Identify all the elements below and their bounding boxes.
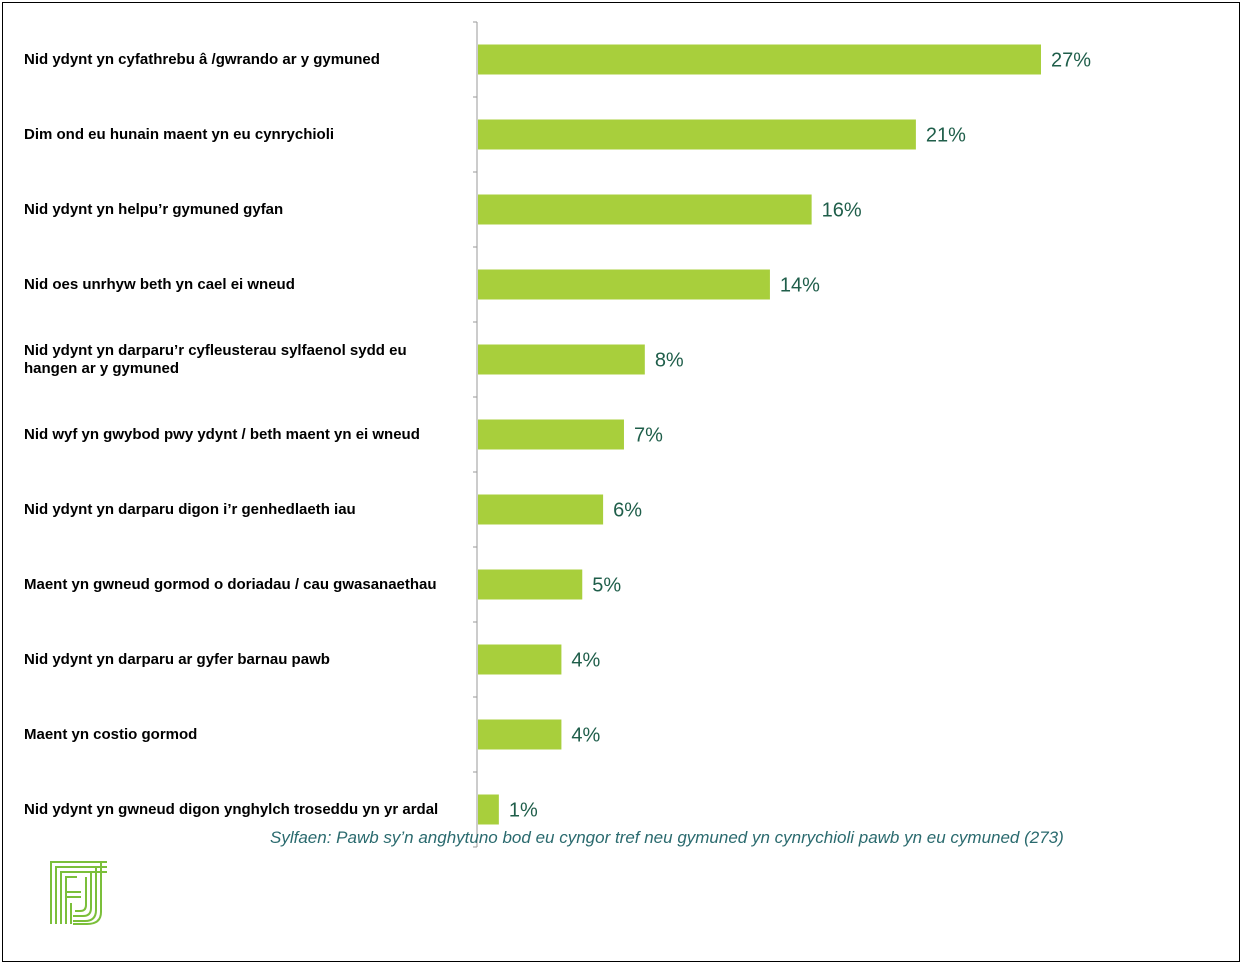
category-label-text: Nid ydynt yn darparu’r cyfleusterau sylf… — [24, 341, 407, 377]
category-label: Nid ydynt yn darparu ar gyfer barnau paw… — [24, 636, 454, 684]
bar — [478, 644, 562, 675]
category-label: Nid ydynt yn helpu’r gymuned gyfan — [24, 186, 454, 234]
category-axis — [473, 21, 478, 848]
bar — [478, 344, 645, 375]
category-label-text: Nid ydynt yn darparu digon i’r genhedlae… — [24, 500, 356, 518]
value-label: 4% — [571, 725, 600, 747]
category-label-text: Nid ydynt yn darparu ar gyfer barnau paw… — [24, 650, 330, 668]
bar — [478, 569, 583, 600]
value-label: 8% — [655, 350, 684, 372]
value-label: 7% — [634, 425, 663, 447]
value-label: 5% — [592, 575, 621, 597]
bar — [478, 794, 499, 825]
value-label: 27% — [1051, 50, 1091, 72]
bar — [478, 269, 770, 300]
value-label: 21% — [926, 125, 966, 147]
value-label: 16% — [822, 200, 862, 222]
category-label: Maent yn costio gormod — [24, 711, 454, 759]
value-label: 1% — [509, 800, 538, 822]
category-label: Dim ond eu hunain maent yn eu cynrychiol… — [24, 111, 454, 159]
footnote-source: Sylfaen: Pawb sy’n anghytuno bod eu cyng… — [270, 828, 1064, 847]
value-labels: 27% 21% 16% 14% 8% 7% 6% 5% 4% 4% 1% — [509, 50, 1091, 822]
category-label: Nid ydynt yn gwneud digon ynghylch trose… — [24, 786, 454, 834]
category-label: Nid ydynt yn darparu’r cyfleusterau sylf… — [24, 336, 454, 384]
value-label: 6% — [613, 500, 642, 522]
category-label-text: Nid wyf yn gwybod pwy ydynt / beth maent… — [24, 425, 420, 443]
bars — [478, 44, 1041, 825]
value-label: 14% — [780, 275, 820, 297]
category-label-text: Nid oes unrhyw beth yn cael ei wneud — [24, 275, 295, 293]
category-label-text: Maent yn gwneud gormod o doriadau / cau … — [24, 575, 437, 593]
bar — [478, 119, 916, 150]
bar — [478, 494, 604, 525]
bar — [478, 44, 1041, 75]
category-label: Nid wyf yn gwybod pwy ydynt / beth maent… — [24, 411, 454, 459]
bar — [478, 719, 562, 750]
value-label: 4% — [571, 650, 600, 672]
organisation-logo-icon — [47, 856, 113, 931]
category-label: Nid oes unrhyw beth yn cael ei wneud — [24, 261, 454, 309]
bar — [478, 194, 812, 225]
category-label: Nid ydynt yn darparu digon i’r genhedlae… — [24, 486, 454, 534]
category-label-text: Nid ydynt yn gwneud digon ynghylch trose… — [24, 800, 439, 818]
category-label-text: Nid ydynt yn cyfathrebu â /gwrando ar y … — [24, 50, 380, 68]
category-label-text: Maent yn costio gormod — [24, 725, 198, 743]
category-label: Maent yn gwneud gormod o doriadau / cau … — [24, 561, 454, 609]
category-label: Nid ydynt yn cyfathrebu â /gwrando ar y … — [24, 36, 454, 84]
category-label-text: Dim ond eu hunain maent yn eu cynrychiol… — [24, 125, 335, 143]
bar — [478, 419, 624, 450]
category-label-text: Nid ydynt yn helpu’r gymuned gyfan — [24, 200, 284, 218]
